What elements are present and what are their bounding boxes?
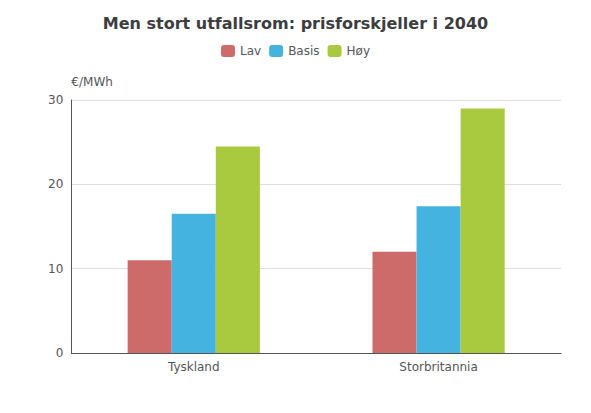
svg-text:Storbritannia: Storbritannia xyxy=(399,360,477,374)
svg-text:Høy: Høy xyxy=(347,44,370,58)
svg-text:Lav: Lav xyxy=(240,44,261,58)
svg-text:Men stort utfallsrom: prisfors: Men stort utfallsrom: prisforskjeller i … xyxy=(103,14,488,33)
svg-text:Basis: Basis xyxy=(288,44,319,58)
svg-text:0: 0 xyxy=(56,346,64,360)
svg-text:20: 20 xyxy=(48,177,63,191)
svg-text:30: 30 xyxy=(48,93,63,107)
svg-text:Tyskland: Tyskland xyxy=(167,360,220,374)
svg-text:10: 10 xyxy=(48,262,63,276)
svg-text:€/MWh: €/MWh xyxy=(71,75,113,89)
